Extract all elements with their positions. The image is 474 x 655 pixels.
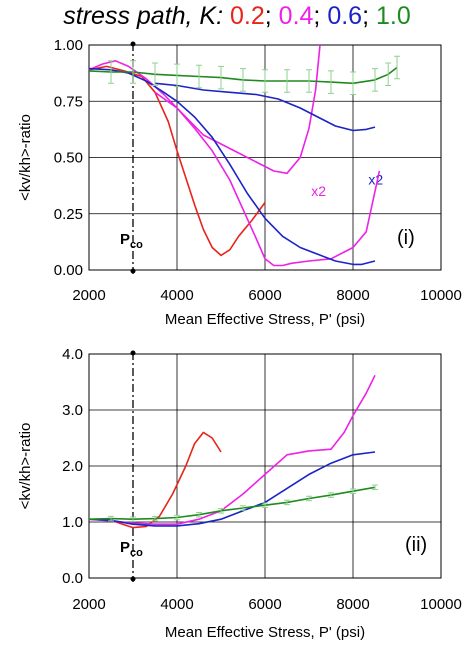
plot-frame (88, 353, 442, 579)
y-tick-label: 0.00 (54, 262, 83, 279)
y-tick-label: 4.0 (62, 346, 83, 363)
y-tick-label: 1.00 (54, 37, 83, 54)
y-tick-label: 2.0 (62, 458, 83, 475)
pco-label: Pco (120, 231, 143, 251)
title-separator: ; (264, 2, 272, 30)
y-tick-label: 3.0 (62, 402, 83, 419)
panel-label: (ii) (405, 534, 427, 556)
pco-marker (130, 350, 136, 356)
figure-title: stress path, K: 0.2; 0.4; 0.6; 1.0 (0, 2, 474, 31)
x-tick-label: 6000 (248, 287, 281, 304)
y-axis-label: <kv/kh>-ratio (17, 114, 34, 201)
x-tick-label: 2000 (72, 596, 105, 613)
x-tick-label: 4000 (160, 596, 193, 613)
figure-title-prefix: stress path, K: (63, 2, 224, 30)
x-tick-label: 8000 (336, 287, 369, 304)
title-k-value: 0.4 (271, 2, 314, 30)
pco-label-subscript: co (130, 239, 143, 251)
title-separator: ; (313, 2, 321, 30)
panel-label: (i) (397, 227, 415, 249)
series-line (88, 431, 222, 529)
y-axis-label: <kv/kh>-ratio (17, 423, 34, 510)
y-tick-label: 1.0 (62, 514, 83, 531)
x-tick-label: 8000 (336, 596, 369, 613)
title-k-value: 0.6 (320, 2, 363, 30)
title-separator: ; (362, 2, 370, 30)
series-line (88, 374, 376, 525)
pco-marker (130, 268, 136, 274)
series-line (154, 44, 321, 175)
figure-title-k-values: 0.2; 0.4; 0.6; 1.0 (223, 2, 411, 30)
y-tick-label: 0.75 (54, 93, 83, 110)
pco-marker (130, 41, 136, 47)
series-line (88, 486, 376, 520)
title-k-value: 0.2 (223, 2, 265, 30)
plot-frame (88, 44, 442, 271)
x-axis-label: Mean Effective Stress, P' (psi) (165, 311, 365, 328)
series-annotation: x2 (368, 172, 383, 188)
y-tick-label: 0.25 (54, 206, 83, 223)
pco-marker (130, 576, 136, 582)
series-line (88, 66, 398, 85)
series-line (88, 451, 376, 527)
x-tick-label: 10000 (420, 287, 462, 304)
x-tick-label: 10000 (420, 596, 462, 613)
y-tick-label: 0.50 (54, 150, 83, 167)
chart-panel-2: 2000 4000 6000 8000 10000 0.0 1.0 2.0 3.0 4.0 Mean… (17, 346, 462, 641)
chart-panel-1: 2000 4000 6000 8000 10000 0.00 0.25 0.50 0.75 1.0… (17, 37, 462, 328)
pco-label: Pco (120, 539, 143, 559)
x-tick-label: 4000 (160, 287, 193, 304)
series-line (154, 82, 376, 132)
series-annotation: x2 (311, 183, 326, 199)
x-tick-label: 6000 (248, 596, 281, 613)
x-tick-label: 2000 (72, 287, 105, 304)
y-tick-label: 0.0 (62, 570, 83, 587)
series-line (88, 67, 376, 266)
x-axis-label: Mean Effective Stress, P' (psi) (165, 624, 365, 641)
pco-label-subscript: co (130, 547, 143, 559)
title-k-value: 1.0 (369, 2, 411, 30)
